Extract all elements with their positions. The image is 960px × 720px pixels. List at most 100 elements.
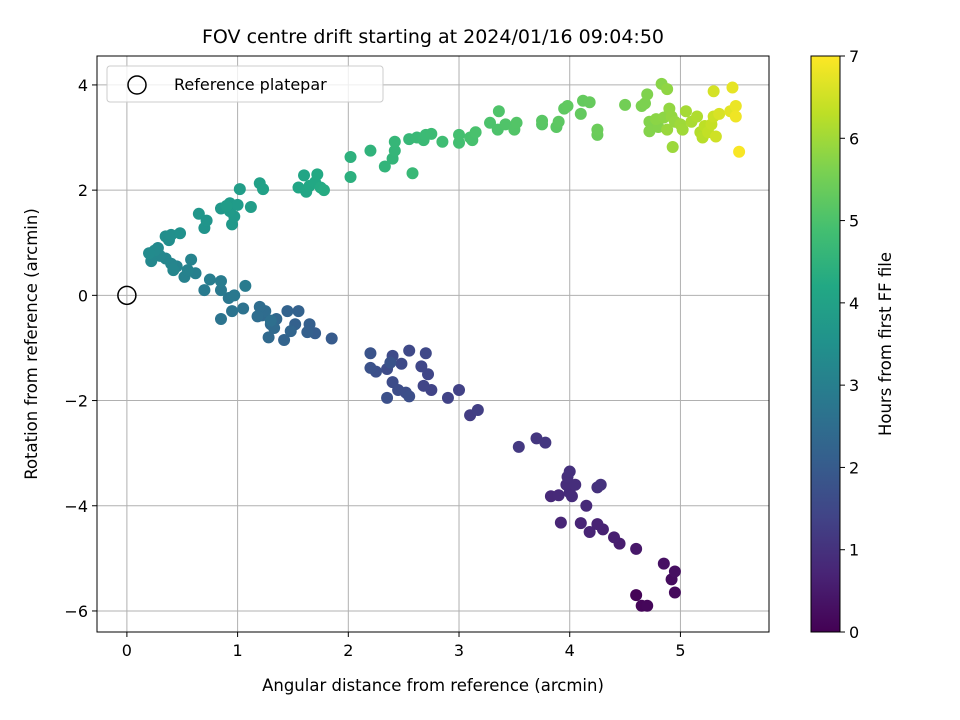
y-axis-ticks: −6 −4 −2 0 2 4 [64, 76, 97, 621]
data-point [666, 141, 679, 154]
data-point [395, 357, 408, 370]
data-point [630, 589, 643, 602]
data-point [441, 391, 454, 404]
colorbar-tick-label: 1 [849, 541, 859, 560]
data-point [388, 144, 401, 157]
x-tick-label: 0 [122, 641, 132, 660]
data-point [661, 123, 674, 136]
data-point [484, 116, 497, 129]
x-tick-label: 1 [233, 641, 243, 660]
data-point [415, 360, 428, 373]
data-point [591, 123, 604, 136]
data-point [417, 379, 430, 392]
data-point [251, 310, 264, 323]
data-point [676, 123, 689, 136]
data-point [403, 344, 416, 357]
colorbar-gradient [810, 55, 841, 633]
data-point [284, 325, 297, 338]
data-point [239, 279, 252, 292]
colorbar-label: Hours from first FF file [876, 252, 895, 436]
data-point [707, 85, 720, 98]
data-point [226, 305, 239, 318]
legend: Reference platepar [106, 65, 384, 103]
data-point [583, 96, 596, 109]
data-point [679, 105, 692, 118]
colorbar-tick-label: 3 [849, 376, 859, 395]
data-point [469, 126, 482, 139]
data-points [143, 77, 746, 612]
data-point [378, 160, 391, 173]
data-point [325, 332, 338, 345]
data-point [583, 526, 596, 539]
data-point [536, 114, 549, 127]
data-point [608, 531, 621, 544]
data-point [228, 289, 241, 302]
y-tick-label: 0 [78, 286, 88, 305]
legend-box [106, 65, 384, 103]
data-point [425, 127, 438, 140]
data-point [561, 99, 574, 112]
data-point [198, 284, 211, 297]
data-point [565, 490, 578, 503]
data-point [364, 144, 377, 157]
data-point [364, 361, 377, 374]
data-point [661, 83, 674, 96]
data-point [278, 334, 291, 347]
colorbar-tick-label: 6 [849, 129, 859, 148]
data-point [388, 135, 401, 148]
legend-entry-reference-platepar: Reference platepar [174, 75, 327, 94]
data-point [552, 115, 565, 128]
y-tick-label: −2 [64, 392, 88, 411]
data-point [630, 542, 643, 555]
data-point [406, 167, 419, 180]
data-point [641, 88, 654, 101]
data-point [563, 465, 576, 478]
plot-area [96, 55, 770, 633]
y-tick-label: 2 [78, 181, 88, 200]
data-point [231, 198, 244, 211]
x-axis-label: Angular distance from reference (arcmin) [262, 676, 604, 695]
data-point [574, 107, 587, 120]
colorbar-tick-label: 4 [849, 294, 859, 313]
data-point [668, 586, 681, 599]
data-point [214, 313, 227, 326]
data-point [709, 130, 722, 143]
data-point [499, 118, 512, 131]
data-point [657, 557, 670, 570]
data-point [165, 228, 178, 241]
data-point [257, 183, 270, 196]
colorbar-tick-label: 2 [849, 458, 859, 477]
colorbar-tick-label: 5 [849, 212, 859, 231]
data-point [143, 247, 156, 260]
data-point [554, 516, 567, 529]
data-point [203, 273, 216, 286]
data-point [580, 499, 593, 512]
data-point [574, 517, 587, 530]
reference-platepar-marker [117, 285, 137, 306]
data-point [233, 183, 246, 196]
colorbar: 0 1 2 3 4 5 6 7 Hours from first FF file [810, 47, 895, 642]
data-point [453, 384, 466, 397]
y-axis-label: Rotation from reference (arcmin) [22, 208, 41, 480]
x-tick-label: 4 [565, 641, 575, 660]
x-tick-label: 5 [675, 641, 685, 660]
data-point [713, 107, 726, 120]
data-point [301, 326, 314, 339]
data-point [591, 518, 604, 531]
data-point [436, 135, 449, 148]
data-point [237, 302, 250, 315]
data-point [264, 314, 277, 327]
data-point [344, 170, 357, 183]
data-point [384, 356, 397, 369]
data-point [726, 81, 739, 94]
data-point [253, 300, 266, 313]
data-point [185, 253, 198, 266]
data-point [381, 391, 394, 404]
data-point [419, 347, 432, 360]
data-point [552, 489, 565, 502]
data-point [569, 478, 582, 491]
data-point [200, 214, 213, 227]
colorbar-tick-label: 0 [849, 623, 859, 642]
data-point [471, 404, 484, 417]
